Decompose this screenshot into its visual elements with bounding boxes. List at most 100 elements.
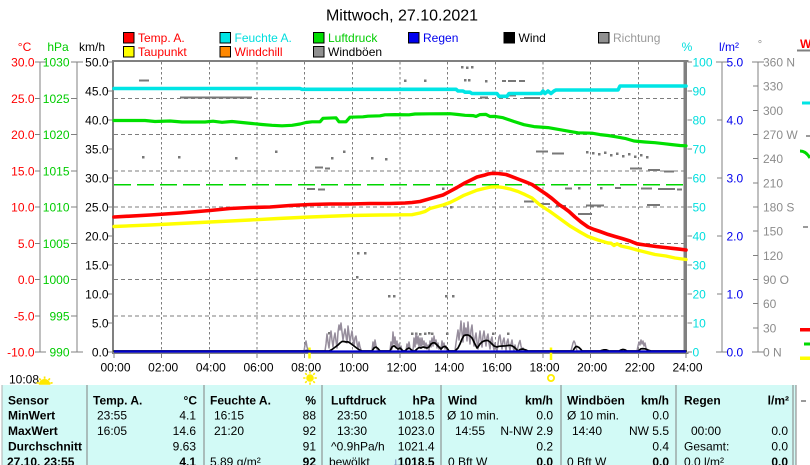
svg-text:15.0: 15.0 [11,164,35,178]
svg-text:NW 5.5: NW 5.5 [629,424,669,438]
svg-text:16:15: 16:15 [214,409,244,423]
svg-text:km/h: km/h [79,40,105,54]
svg-text:Windböen: Windböen [567,394,625,408]
svg-text:10:08: 10:08 [9,373,39,387]
svg-text:25.0: 25.0 [85,201,109,215]
svg-text:10:00: 10:00 [339,361,369,375]
svg-text:1015: 1015 [43,164,70,178]
svg-text:^0.9hPa/h: ^0.9hPa/h [331,440,385,454]
svg-text:0.0: 0.0 [92,346,109,360]
svg-text:5.89 g/m²: 5.89 g/m² [210,455,261,465]
svg-text:1010: 1010 [43,201,70,215]
svg-text:-5.0: -5.0 [14,309,35,323]
svg-text:0.0: 0.0 [536,409,553,423]
svg-text:12:00: 12:00 [386,361,416,375]
svg-text:50: 50 [693,201,707,215]
svg-text:Sensor: Sensor [8,394,49,408]
svg-text:0 Bft W: 0 Bft W [448,455,488,465]
svg-text:14:40: 14:40 [572,424,602,438]
svg-text:14.6: 14.6 [173,424,197,438]
svg-text:1025: 1025 [43,92,70,106]
svg-text:0.0: 0.0 [771,440,788,454]
svg-text:240: 240 [763,152,783,166]
svg-text:Feuchte A.: Feuchte A. [235,31,292,45]
svg-text:20.0: 20.0 [85,230,109,244]
svg-text:92: 92 [303,424,317,438]
svg-text:0.0: 0.0 [536,455,553,465]
svg-text:15.0: 15.0 [85,259,109,273]
svg-text:360 N: 360 N [763,56,795,70]
svg-text:MaxWert: MaxWert [8,424,58,438]
svg-text:92: 92 [303,455,317,465]
svg-text:4.1: 4.1 [179,409,196,423]
svg-text:km/h: km/h [525,394,553,408]
svg-text:-10.0: -10.0 [7,346,35,360]
svg-text:hPa: hPa [412,394,434,408]
svg-text:Durchschnitt: Durchschnitt [8,440,82,454]
svg-text:25.0: 25.0 [11,92,35,106]
svg-text:Ø 10 min.: Ø 10 min. [447,409,499,423]
svg-text:5.0: 5.0 [18,237,35,251]
svg-text:10.0: 10.0 [85,288,109,302]
svg-text:70: 70 [693,143,707,157]
svg-text:88: 88 [303,409,317,423]
svg-text:Regen: Regen [684,394,721,408]
svg-text:0.4: 0.4 [652,440,669,454]
svg-text:km/h: km/h [641,394,669,408]
svg-text:Feuchte A.: Feuchte A. [210,394,271,408]
svg-text:1005: 1005 [43,237,70,251]
svg-text:2.0: 2.0 [727,230,744,244]
svg-text:MinWert: MinWert [8,409,55,423]
svg-text:Temp. A.: Temp. A. [138,31,185,45]
svg-text:Ø 10 min.: Ø 10 min. [567,409,619,423]
svg-text:91: 91 [303,440,317,454]
svg-text:45.0: 45.0 [85,85,109,99]
svg-text:Windböen: Windböen [328,45,382,59]
svg-text:06:00: 06:00 [243,361,273,375]
svg-text:4.1: 4.1 [179,455,196,465]
svg-text:0.0: 0.0 [18,273,35,287]
svg-text:10: 10 [693,317,707,331]
svg-text:270 W: 270 W [763,128,798,142]
svg-text:3.0: 3.0 [727,172,744,186]
svg-text:bewölkt: bewölkt [329,455,370,465]
svg-text:14:55: 14:55 [455,424,485,438]
svg-text:90: 90 [693,85,707,99]
svg-text:16:00: 16:00 [482,361,512,375]
svg-text:9.63: 9.63 [173,440,197,454]
svg-text:08:00: 08:00 [291,361,321,375]
svg-text:40.0: 40.0 [85,114,109,128]
svg-text:Regen: Regen [423,31,458,45]
svg-text:1000: 1000 [43,273,70,287]
svg-text:02:00: 02:00 [148,361,178,375]
svg-text:0.0: 0.0 [771,424,788,438]
svg-text:995: 995 [49,309,69,323]
svg-text:04:00: 04:00 [196,361,226,375]
svg-text:Gesamt:: Gesamt: [684,440,729,454]
svg-text:30.0: 30.0 [85,172,109,186]
svg-text:22:00: 22:00 [625,361,655,375]
svg-text:30: 30 [693,259,707,273]
svg-text:1.0: 1.0 [727,288,744,302]
svg-text:0.0: 0.0 [652,455,669,465]
svg-text:1018.5: 1018.5 [398,455,435,465]
svg-text:14:00: 14:00 [434,361,464,375]
svg-text:30.0: 30.0 [11,56,35,70]
svg-text:Temp. A.: Temp. A. [93,394,142,408]
svg-text:N-NW 2.9: N-NW 2.9 [500,424,553,438]
svg-text:°: ° [758,39,762,51]
svg-text:5.0: 5.0 [727,56,744,70]
svg-text:24:00: 24:00 [672,361,702,375]
svg-text:°C: °C [184,394,198,408]
svg-text:16:05: 16:05 [97,424,127,438]
svg-text:%: % [305,394,316,408]
svg-text:120: 120 [763,249,783,263]
svg-text:l/m²: l/m² [719,40,739,54]
svg-text:180 S: 180 S [763,201,794,215]
svg-text:40: 40 [693,230,707,244]
svg-text:5.0: 5.0 [92,317,109,331]
svg-text:100: 100 [693,56,713,70]
svg-text:0.2: 0.2 [536,440,553,454]
svg-text:27.10. 23:55: 27.10. 23:55 [7,455,75,465]
svg-text:l/m²: l/m² [768,394,789,408]
